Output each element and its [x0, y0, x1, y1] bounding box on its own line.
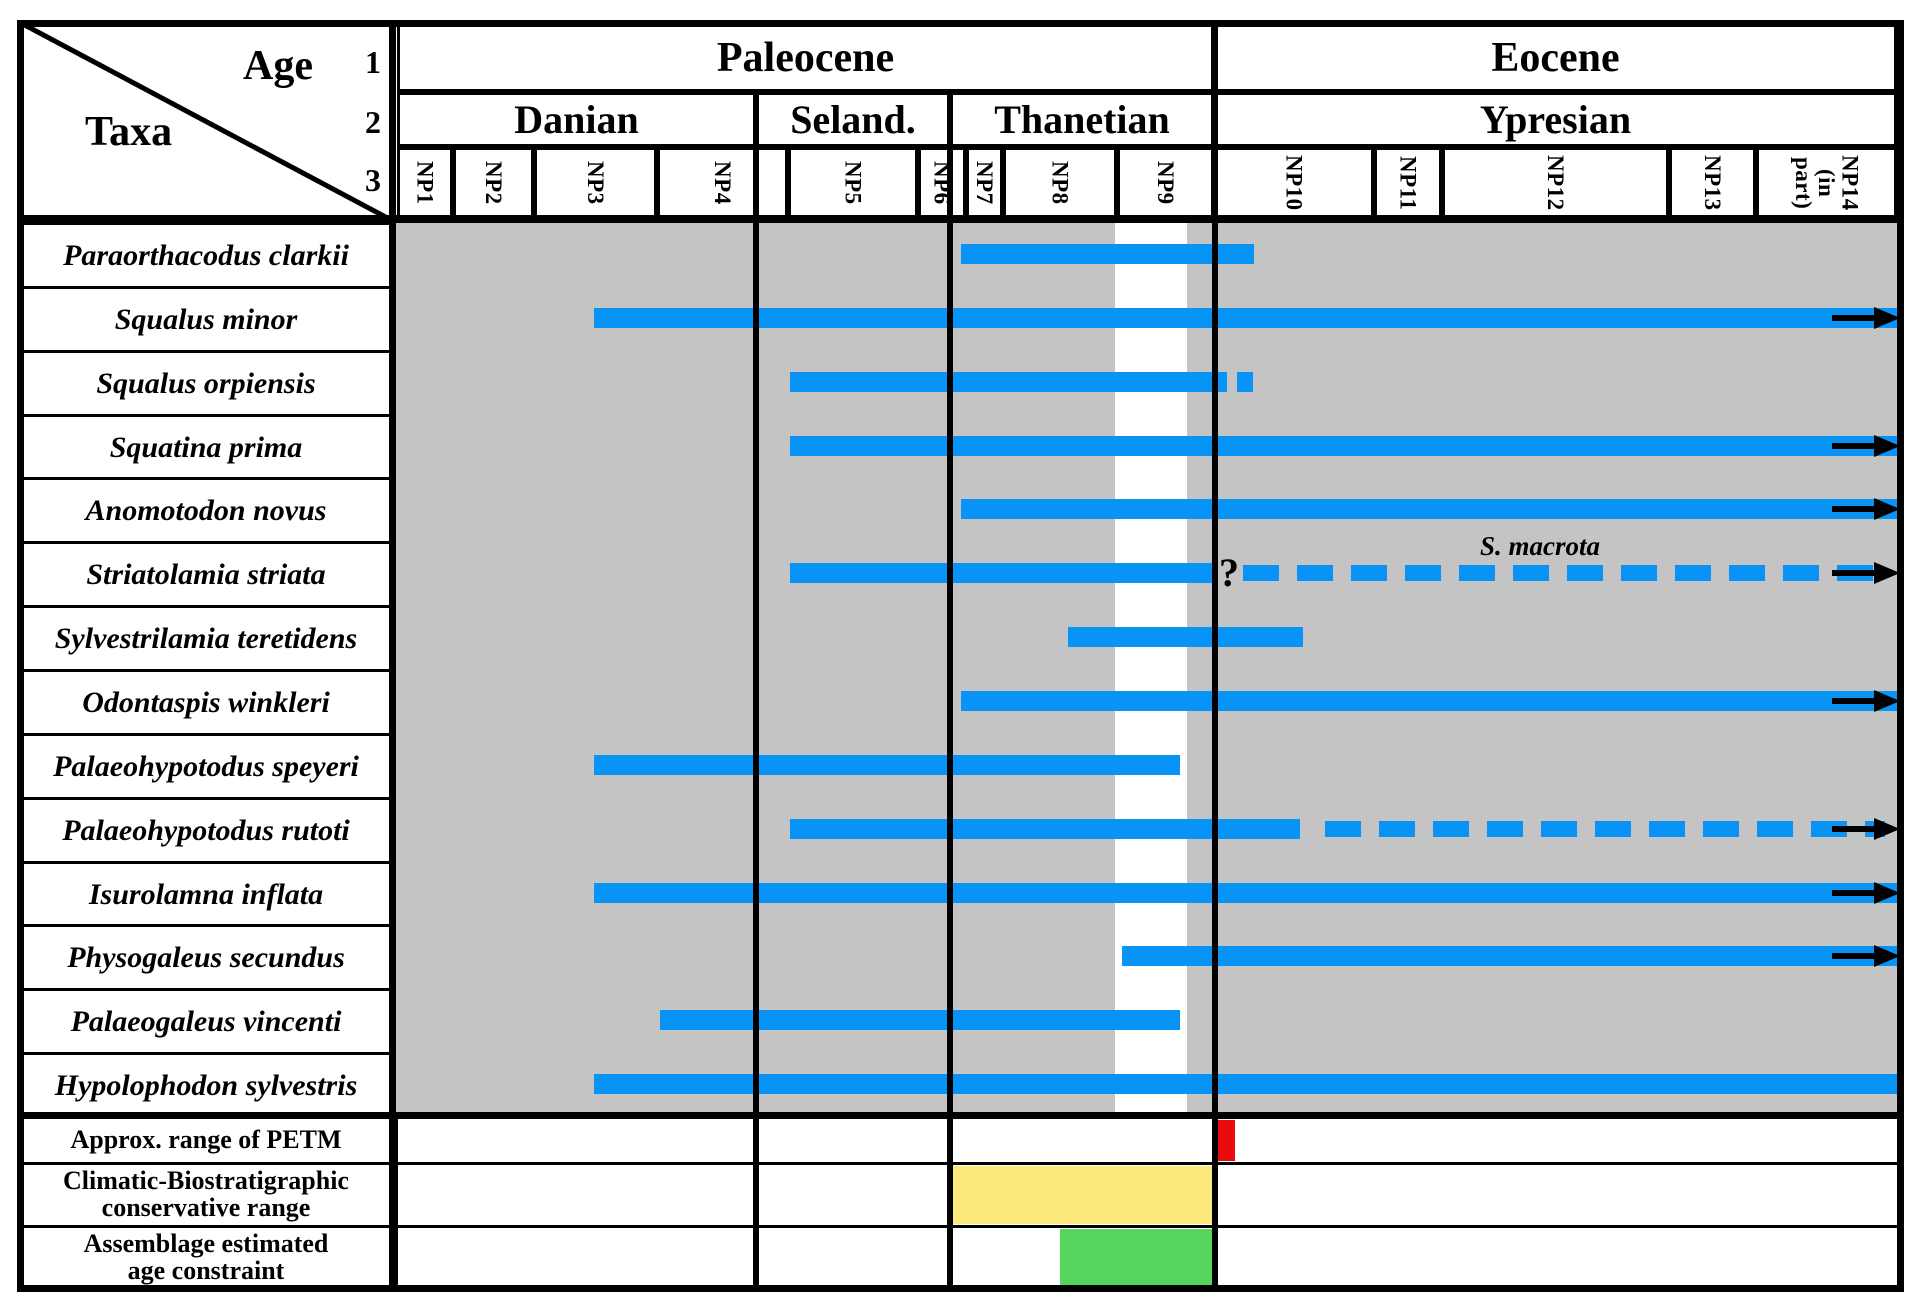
range-bar-solid: [1068, 627, 1303, 647]
taxa-row-label: Sylvestrilamia teretidens: [17, 605, 395, 672]
taxa-row-label: Squalus minor: [17, 286, 395, 353]
stage-header-cell-thanetian: Thanetian: [950, 92, 1214, 147]
taxa-row-label: Isurolamna inflata: [17, 861, 395, 928]
range-bar-solid: [594, 308, 1897, 328]
continuation-arrow-tail: [1832, 315, 1878, 321]
taxa-axis-label: Taxa: [85, 109, 173, 155]
zone-header-cell-np7: NP7: [966, 147, 1003, 219]
range-bar-solid: [660, 1010, 1180, 1030]
zone-header-cell-np14inpart: NP14 (in part): [1756, 147, 1897, 219]
taxa-area-bottom-border: [17, 1112, 1904, 1119]
summary-row-label: Approx. range of PETM: [17, 1116, 395, 1165]
continuation-arrow-head: [1874, 690, 1900, 712]
zone-header-cell-np8: NP8: [1003, 147, 1117, 219]
zone-header-cell-np11: NP11: [1374, 147, 1442, 219]
summary-marker-assemblage_green: [1060, 1229, 1213, 1287]
summary-row-label: Assemblage estimated age constraint: [17, 1225, 395, 1291]
range-bar-solid: [1122, 946, 1897, 966]
np9-highlight-band: [1115, 222, 1187, 1116]
zone-header-cell-np12: NP12: [1442, 147, 1669, 219]
taxa-row-label: Hypolophodon sylvestris: [17, 1052, 395, 1119]
epoch-header-cell-paleocene: Paleocene: [397, 24, 1214, 92]
stage-header-cell-ypresian: Ypresian: [1214, 92, 1897, 147]
range-bar-solid: [790, 436, 1897, 456]
continuation-arrow-tail: [1832, 826, 1878, 832]
taxa-row-label: Palaeohypotodus speyeri: [17, 733, 395, 800]
range-bar-solid: [594, 1074, 1897, 1094]
header-row-number-3: 3: [365, 162, 381, 198]
zone-header-cell-np4: NP4: [657, 147, 788, 219]
range-bar-solid: [790, 372, 1227, 392]
header-row-number-2: 2: [365, 104, 381, 140]
continuation-arrow-head: [1874, 945, 1900, 967]
continuation-arrow-tail: [1832, 570, 1878, 576]
taxa-column-right-border: [389, 20, 396, 1292]
range-bar-dashed: [1325, 821, 1885, 837]
paleocene-eocene-boundary-line: [1212, 24, 1218, 1288]
summary-row-label-text: Assemblage estimated age constraint: [83, 1229, 329, 1285]
zone-header-cell-np6: NP6: [918, 147, 966, 219]
diagonal-line: [17, 20, 395, 222]
continuation-arrow-tail: [1832, 506, 1878, 512]
range-bar-solid: [594, 883, 1897, 903]
zone-header-cell-np9: NP9: [1117, 147, 1214, 219]
summary-marker-conservative_yellow: [953, 1166, 1213, 1224]
age-axis-label: Age: [243, 43, 313, 89]
macrota-annotation-label: S. macrota: [1479, 531, 1600, 561]
summary-row-label: Climatic-Biostratigraphic conservative ra…: [17, 1162, 395, 1228]
continuation-arrow-tail: [1832, 890, 1878, 896]
zone-header-cell-np2: NP2: [453, 147, 534, 219]
range-bar-solid: [961, 691, 1897, 711]
continuation-arrow-head: [1874, 307, 1900, 329]
range-bar-dashed: [1243, 565, 1885, 581]
range-bar-solid: [790, 563, 1213, 583]
continuation-arrow-tail: [1832, 698, 1878, 704]
taxa-row-label: Palaeohypotodus rutoti: [17, 797, 395, 864]
continuation-arrow-head: [1874, 435, 1900, 457]
range-bar-solid: [961, 499, 1897, 519]
taxa-row-label: Anomotodon novus: [17, 477, 395, 544]
taxa-row-label: Squatina prima: [17, 414, 395, 481]
summary-row-label-text: Climatic-Biostratigraphic conservative ra…: [63, 1166, 349, 1222]
taxa-row-label: Physogaleus secundus: [17, 924, 395, 991]
uncertain-occurrence-question-mark: ?: [1219, 550, 1239, 595]
zone-header-cell-np13: NP13: [1669, 147, 1756, 219]
taxa-row-label: Striatolamia striata: [17, 541, 395, 608]
continuation-arrow-head: [1874, 562, 1900, 584]
taxa-row-label: Squalus orpiensis: [17, 350, 395, 417]
range-bar-solid: [594, 755, 1180, 775]
stage-header-cell-seland: Seland.: [756, 92, 950, 147]
header-row-number-1: 1: [365, 44, 381, 80]
continuation-arrow-tail: [1832, 953, 1878, 959]
zone-header-cell-np10: NP10: [1214, 147, 1374, 219]
continuation-arrow-tail: [1832, 443, 1878, 449]
continuation-arrow-head: [1874, 882, 1900, 904]
taxa-row-label: Paraorthacodus clarkii: [17, 222, 395, 289]
continuation-arrow-head: [1874, 498, 1900, 520]
zone-header-cell-np1: NP1: [397, 147, 453, 219]
range-bar-solid: [790, 819, 1300, 839]
epoch-header-cell-eocene: Eocene: [1214, 24, 1897, 92]
range-bar-solid: [1237, 372, 1253, 392]
continuation-arrow-head: [1874, 818, 1900, 840]
selandian-thanetian-boundary-line: [947, 92, 953, 1288]
taxa-row-label: Odontaspis winkleri: [17, 669, 395, 736]
danian-selandian-boundary-line: [753, 92, 759, 1288]
header-bottom-border: [17, 215, 1904, 223]
corner-header-cell: Age Taxa 1 2 3: [17, 20, 395, 222]
summary-marker-petm_red: [1218, 1120, 1235, 1161]
zone-header-cell-np3: NP3: [534, 147, 657, 219]
taxa-row-label: Palaeogaleus vincenti: [17, 988, 395, 1055]
zone-header-cell-np5: NP5: [788, 147, 918, 219]
stage-header-cell-danian: Danian: [397, 92, 756, 147]
range-bar-solid: [961, 244, 1254, 264]
summary-row-field: [395, 1116, 1904, 1165]
